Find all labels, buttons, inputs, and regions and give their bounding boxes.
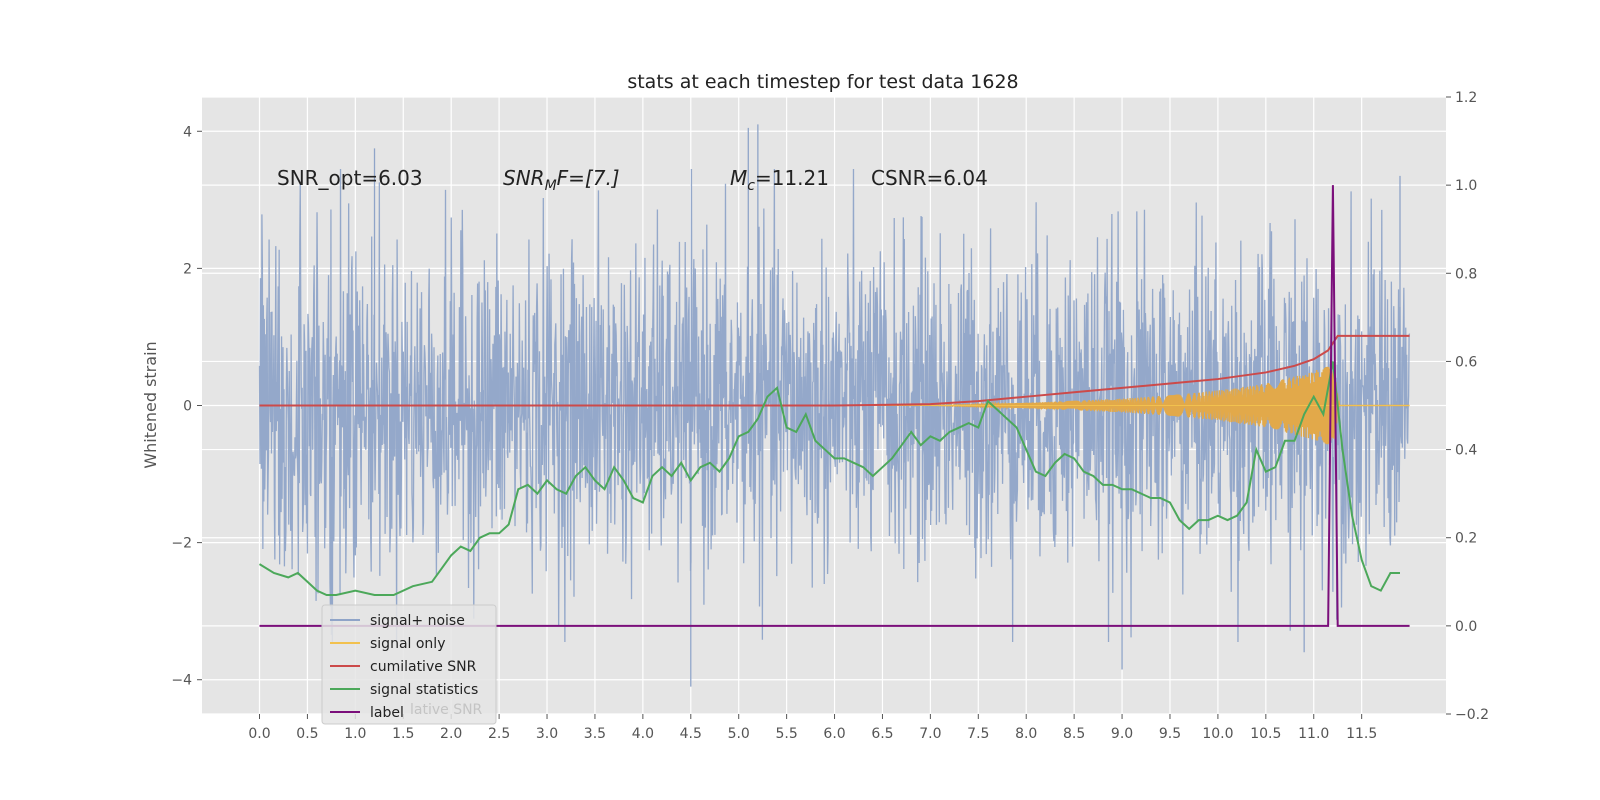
y-tick-label: −2 <box>171 536 192 552</box>
plot-area <box>258 124 1411 687</box>
legend-ghost-text: lative SNR <box>410 702 483 718</box>
y-axis-left: 4 2 0 −2 −4 <box>171 124 202 689</box>
y-tick-label: −4 <box>171 673 192 689</box>
x-tick-label: 5.0 <box>728 726 750 742</box>
legend-label: signal only <box>370 636 445 652</box>
x-tick-label: 2.5 <box>488 726 510 742</box>
x-tick-label: 3.0 <box>536 726 558 742</box>
annotation-snr-opt: SNR_opt=6.03 <box>277 166 423 190</box>
x-tick-label: 7.0 <box>919 726 941 742</box>
x-tick-label: 8.5 <box>1063 726 1085 742</box>
x-tick-label: 9.5 <box>1159 726 1181 742</box>
x-axis: 0.0 0.5 1.0 1.5 2.0 2.5 3.0 3.5 4.0 4.5 5.0 5.5 6.0 6… <box>248 714 1377 742</box>
x-tick-label: 1.5 <box>392 726 414 742</box>
y-tick-label: 0 <box>183 399 192 415</box>
annotation-snr-mf: SNRMF=[7.] <box>503 166 620 194</box>
y2-tick-label: 1.2 <box>1455 90 1477 106</box>
series-signal-statistics <box>258 361 1400 597</box>
x-tick-label: 3.5 <box>584 726 606 742</box>
x-tick-label: 0.5 <box>296 726 318 742</box>
x-tick-label: 9.0 <box>1111 726 1133 742</box>
x-tick-label: 4.0 <box>632 726 654 742</box>
y2-tick-label: 0.0 <box>1455 619 1477 635</box>
x-tick-label: 6.0 <box>823 726 845 742</box>
legend-label: signal statistics <box>370 682 478 698</box>
x-tick-label: 5.5 <box>775 726 797 742</box>
y2-tick-label: 1.0 <box>1455 178 1477 194</box>
y2-tick-label: 0.6 <box>1455 354 1477 370</box>
legend-label: label <box>370 705 404 721</box>
x-tick-label: 11.5 <box>1346 726 1377 742</box>
x-tick-label: 10.0 <box>1202 726 1233 742</box>
x-tick-label: 10.5 <box>1250 726 1281 742</box>
legend: lative SNR signal+ noise signal only cumil… <box>321 604 497 725</box>
y-axis-right: 1.2 1.0 0.8 0.6 0.4 0.2 0.0 −0.2 <box>1446 90 1489 723</box>
x-tick-label: 1.0 <box>344 726 366 742</box>
y-tick-label: 4 <box>183 124 192 140</box>
x-tick-label: 11.0 <box>1298 726 1329 742</box>
y2-tick-label: 0.4 <box>1455 443 1477 459</box>
legend-box <box>321 604 497 725</box>
annotation-csnr: CSNR=6.04 <box>871 166 988 190</box>
x-tick-label: 2.0 <box>440 726 462 742</box>
x-tick-label: 7.5 <box>967 726 989 742</box>
y-tick-label: 2 <box>183 261 192 277</box>
series-cumulative-snr <box>259 334 1410 407</box>
legend-label: signal+ noise <box>370 613 465 629</box>
chart-title: stats at each timestep for test data 162… <box>627 71 1018 93</box>
annotation-chirp-mass: Mc=11.21 <box>730 166 829 194</box>
x-tick-label: 8.0 <box>1015 726 1037 742</box>
x-tick-label: 6.5 <box>871 726 893 742</box>
y-axis-label: Whitened strain <box>141 341 160 468</box>
x-tick-label: 0.0 <box>248 726 270 742</box>
y2-tick-label: 0.8 <box>1455 266 1477 282</box>
y2-tick-label: 0.2 <box>1455 531 1477 547</box>
x-tick-label: 4.5 <box>680 726 702 742</box>
y2-tick-label: −0.2 <box>1455 707 1489 723</box>
annotations: SNR_opt=6.03 SNRMF=[7.] Mc=11.21 CSNR=6.… <box>277 166 988 194</box>
series-label <box>259 185 1410 627</box>
legend-label: cumilative SNR <box>370 659 477 675</box>
